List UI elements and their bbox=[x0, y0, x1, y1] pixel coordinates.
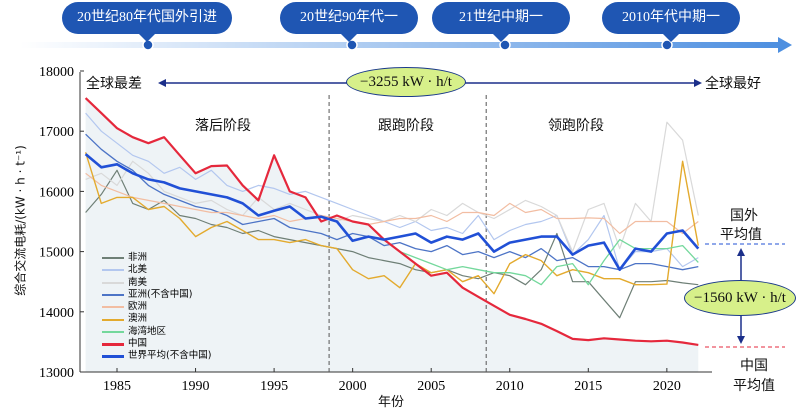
x-tick-label: 1995 bbox=[260, 379, 288, 394]
phase-label-leading: 领跑阶段 bbox=[548, 118, 604, 134]
china-avg-label-2: 平均值 bbox=[733, 378, 775, 394]
series-line-1 bbox=[85, 112, 699, 271]
legend-label: 欧洲 bbox=[128, 301, 148, 313]
legend-item: 欧洲 bbox=[102, 301, 211, 313]
legend-item: 非洲 bbox=[102, 252, 211, 264]
legend-label: 世界平均(不含中国) bbox=[128, 350, 212, 362]
china-gap-label: −1560 kW · h/t bbox=[684, 280, 796, 316]
arrowhead-left bbox=[158, 79, 166, 87]
x-tick-label: 2015 bbox=[574, 379, 602, 394]
legend: 非洲 北美 南美 亚洲(不含中国) 欧洲 澳洲 海湾地区 中国 世界平均(不含中国) bbox=[102, 252, 211, 363]
legend-swatch bbox=[102, 294, 124, 297]
arrowhead-up bbox=[737, 248, 745, 256]
total-gap-label: −3255 kW · h/t bbox=[346, 67, 466, 97]
legend-label: 非洲 bbox=[128, 252, 148, 263]
legend-label: 亚洲(不含中国) bbox=[128, 288, 193, 300]
legend-swatch bbox=[102, 318, 124, 321]
series-line-8 bbox=[84, 153, 700, 271]
timeline-bar bbox=[20, 42, 780, 48]
legend-swatch bbox=[102, 306, 124, 309]
legend-item: 世界平均(不含中国) bbox=[102, 350, 211, 362]
series-line-6 bbox=[399, 238, 699, 286]
series-line-7 bbox=[84, 97, 699, 346]
y-tick-label: 15000 bbox=[39, 246, 74, 261]
x-tick-label: 2020 bbox=[653, 379, 681, 394]
foreign-avg-label-1: 国外 bbox=[730, 208, 758, 224]
phase-label-following: 跟跑阶段 bbox=[378, 118, 434, 134]
x-tick-label: 2000 bbox=[339, 379, 367, 394]
legend-item: 澳洲 bbox=[102, 313, 211, 325]
timeline-arrowhead bbox=[778, 37, 792, 53]
legend-label: 中国 bbox=[128, 338, 148, 350]
global-worst-label: 全球最差 bbox=[86, 76, 142, 92]
foreign-avg-label-2: 平均值 bbox=[720, 227, 762, 243]
legend-swatch bbox=[102, 257, 124, 260]
legend-swatch bbox=[102, 281, 124, 284]
arrowhead-down bbox=[737, 336, 745, 344]
china-area-fill bbox=[85, 98, 699, 372]
legend-swatch bbox=[102, 269, 124, 272]
series-line-0 bbox=[85, 169, 699, 319]
legend-label: 海湾地区 bbox=[128, 325, 167, 337]
x-tick-label: 1985 bbox=[103, 379, 131, 394]
legend-swatch bbox=[102, 355, 124, 359]
x-tick-label: 2005 bbox=[417, 379, 445, 394]
legend-item: 南美 bbox=[102, 277, 211, 289]
legend-item: 亚洲(不含中国) bbox=[102, 289, 211, 301]
series-line-5 bbox=[84, 152, 699, 295]
legend-label: 南美 bbox=[128, 276, 148, 288]
timeline-label-1980s: 20世纪80年代国外引进 bbox=[62, 2, 232, 42]
legend-label: 北美 bbox=[128, 264, 148, 276]
timeline-label-1990s: 20世纪90年代一 bbox=[280, 2, 418, 42]
phase-label-behind: 落后阶段 bbox=[195, 118, 251, 134]
x-tick-label: 2010 bbox=[496, 379, 524, 394]
china-avg-label-1: 中国 bbox=[740, 358, 768, 374]
global-best-label: 全球最好 bbox=[705, 76, 761, 92]
y-tick-label: 18000 bbox=[39, 65, 74, 80]
x-axis-title: 年份 bbox=[378, 395, 405, 410]
legend-label: 澳洲 bbox=[128, 313, 148, 325]
legend-item: 海湾地区 bbox=[102, 326, 211, 338]
timeline-label-2010s: 2010年代中期一 bbox=[602, 2, 740, 42]
x-tick-label: 1990 bbox=[182, 379, 210, 394]
legend-item: 中国 bbox=[102, 338, 211, 350]
y-tick-label: 13000 bbox=[39, 366, 74, 381]
y-axis-title: 综合交流电耗/(kW · h · t⁻¹) bbox=[13, 145, 28, 296]
y-tick-label: 16000 bbox=[39, 185, 74, 200]
series-line-2 bbox=[85, 121, 699, 253]
legend-swatch bbox=[102, 330, 124, 333]
legend-swatch bbox=[102, 342, 124, 346]
y-tick-label: 14000 bbox=[39, 306, 74, 321]
timeline-label-2000s: 21世纪中期一 bbox=[432, 2, 570, 42]
arrowhead-right bbox=[694, 79, 702, 87]
series-line-4 bbox=[85, 172, 699, 235]
y-tick-label: 17000 bbox=[39, 125, 74, 140]
legend-item: 北美 bbox=[102, 264, 211, 276]
series-line-3 bbox=[85, 133, 699, 271]
